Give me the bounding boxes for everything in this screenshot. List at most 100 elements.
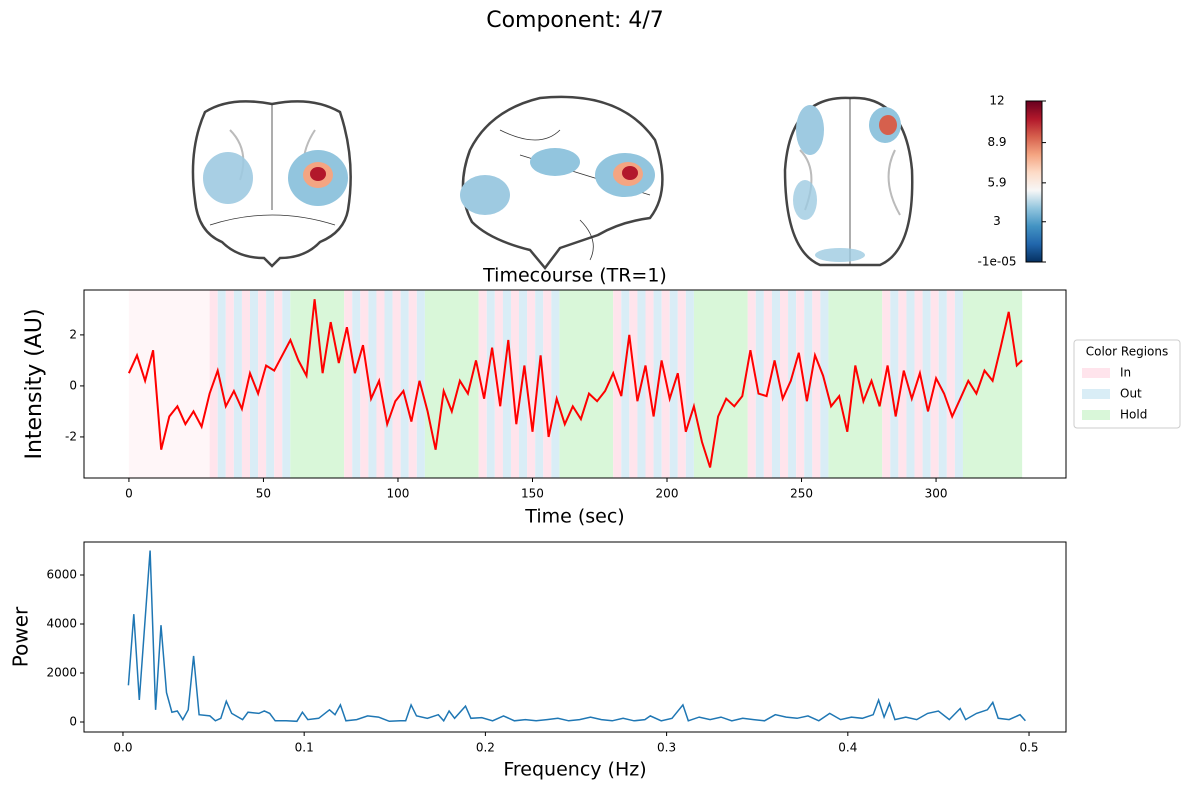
legend-swatch	[1082, 410, 1110, 420]
axes-frame	[83, 289, 1067, 479]
region-stripe	[938, 290, 947, 478]
region	[128, 290, 210, 478]
data-line	[127, 550, 1026, 723]
x-tick-label: 0.5	[1019, 741, 1038, 755]
region-stripe	[535, 290, 544, 478]
x-tick-label: 150	[521, 487, 544, 501]
legend-label: Out	[1120, 387, 1142, 401]
region	[559, 290, 614, 478]
colorbar-tick-label: 5.9	[987, 175, 1006, 189]
region-stripe	[946, 290, 955, 478]
region	[693, 290, 748, 478]
legend-label: Hold	[1120, 408, 1147, 422]
region-stripe	[882, 290, 891, 478]
region-stripe	[551, 290, 560, 478]
brain-coronal	[191, 100, 352, 268]
region-stripe	[352, 290, 361, 478]
legend-swatch	[1082, 368, 1110, 378]
region-stripe	[241, 290, 250, 478]
figure-title: Component: 4/7	[486, 8, 664, 33]
x-tick-label: 250	[790, 487, 813, 501]
region-stripe	[494, 290, 503, 478]
legend-box	[1073, 339, 1181, 429]
y-tick-label: 2	[69, 327, 77, 341]
y-tick-label: 2000	[46, 666, 77, 680]
region-stripe	[685, 290, 694, 478]
region-stripe	[747, 290, 756, 478]
region-stripe	[486, 290, 495, 478]
region-stripe	[780, 290, 789, 478]
x-tick-label: 300	[925, 487, 948, 501]
x-axis-label: Frequency (Hz)	[503, 759, 646, 781]
region-stripe	[384, 290, 393, 478]
x-tick-label: 0.3	[657, 741, 676, 755]
legend-title: Color Regions	[1086, 345, 1168, 359]
y-tick-label: 6000	[46, 568, 77, 582]
region-stripe	[368, 290, 377, 478]
region-stripe	[400, 290, 409, 478]
region-stripe	[282, 290, 291, 478]
region-stripe	[392, 290, 401, 478]
region-stripe	[543, 290, 552, 478]
y-tick-label: 0	[69, 715, 77, 729]
region-stripe	[788, 290, 797, 478]
region-stripe	[954, 290, 963, 478]
x-axis-label: Time (sec)	[524, 506, 624, 528]
region-stripe	[771, 290, 781, 478]
x-tick-label: 0.0	[113, 741, 132, 755]
region-stripe	[274, 290, 283, 478]
region-stripe	[478, 290, 487, 478]
region-stripe	[755, 290, 764, 478]
brain-axial	[783, 96, 914, 267]
region	[962, 290, 1023, 478]
region-stripe	[812, 290, 821, 478]
data-line	[127, 299, 1023, 468]
x-tick-label: 0	[125, 487, 133, 501]
y-tick-label: -2	[65, 429, 77, 443]
region-stripe	[906, 290, 915, 478]
y-tick-label: 0	[69, 378, 77, 392]
colorbar	[1025, 100, 1043, 263]
legend-swatch	[1082, 389, 1110, 399]
colorbar-tick-label: 3	[993, 214, 1001, 228]
region-stripe	[621, 290, 630, 478]
y-axis-label: Intensity (AU)	[22, 308, 47, 459]
region-stripe	[914, 290, 923, 478]
region-stripe	[266, 290, 275, 478]
region-stripe	[510, 290, 520, 478]
legend-label: In	[1120, 366, 1131, 380]
region-stripe	[922, 290, 931, 478]
region-stripe	[804, 290, 813, 478]
region-stripe	[890, 290, 899, 478]
x-tick-label: 200	[656, 487, 679, 501]
x-tick-label: 50	[256, 487, 271, 501]
brain-sagittal	[460, 95, 664, 271]
region-stripe	[527, 290, 536, 478]
region-stripe	[796, 290, 805, 478]
y-tick-label: 4000	[46, 617, 77, 631]
axes-title: Timecourse (TR=1)	[482, 265, 667, 287]
x-tick-label: 0.1	[295, 741, 314, 755]
region-stripe	[502, 290, 511, 478]
x-tick-label: 100	[387, 487, 410, 501]
region-stripe	[344, 290, 353, 478]
region-stripe	[645, 290, 654, 478]
region-stripe	[763, 290, 772, 478]
region-stripe	[519, 290, 528, 478]
region-stripe	[225, 290, 234, 478]
region-stripe	[258, 290, 267, 478]
region-stripe	[233, 290, 242, 478]
region-stripe	[677, 290, 686, 478]
region-stripe	[629, 290, 638, 478]
region	[828, 290, 883, 478]
x-tick-label: 0.4	[838, 741, 857, 755]
y-axis-label: Power	[9, 606, 33, 667]
axes-frame	[83, 541, 1067, 733]
colorbar-tick-label: 8.9	[987, 135, 1006, 149]
colorbar-tick-label: 12	[989, 94, 1004, 108]
colorbar-tick-label: -1e-05	[978, 255, 1017, 269]
region-stripe	[360, 290, 369, 478]
x-tick-label: 0.2	[476, 741, 495, 755]
region-stripe	[408, 290, 417, 478]
